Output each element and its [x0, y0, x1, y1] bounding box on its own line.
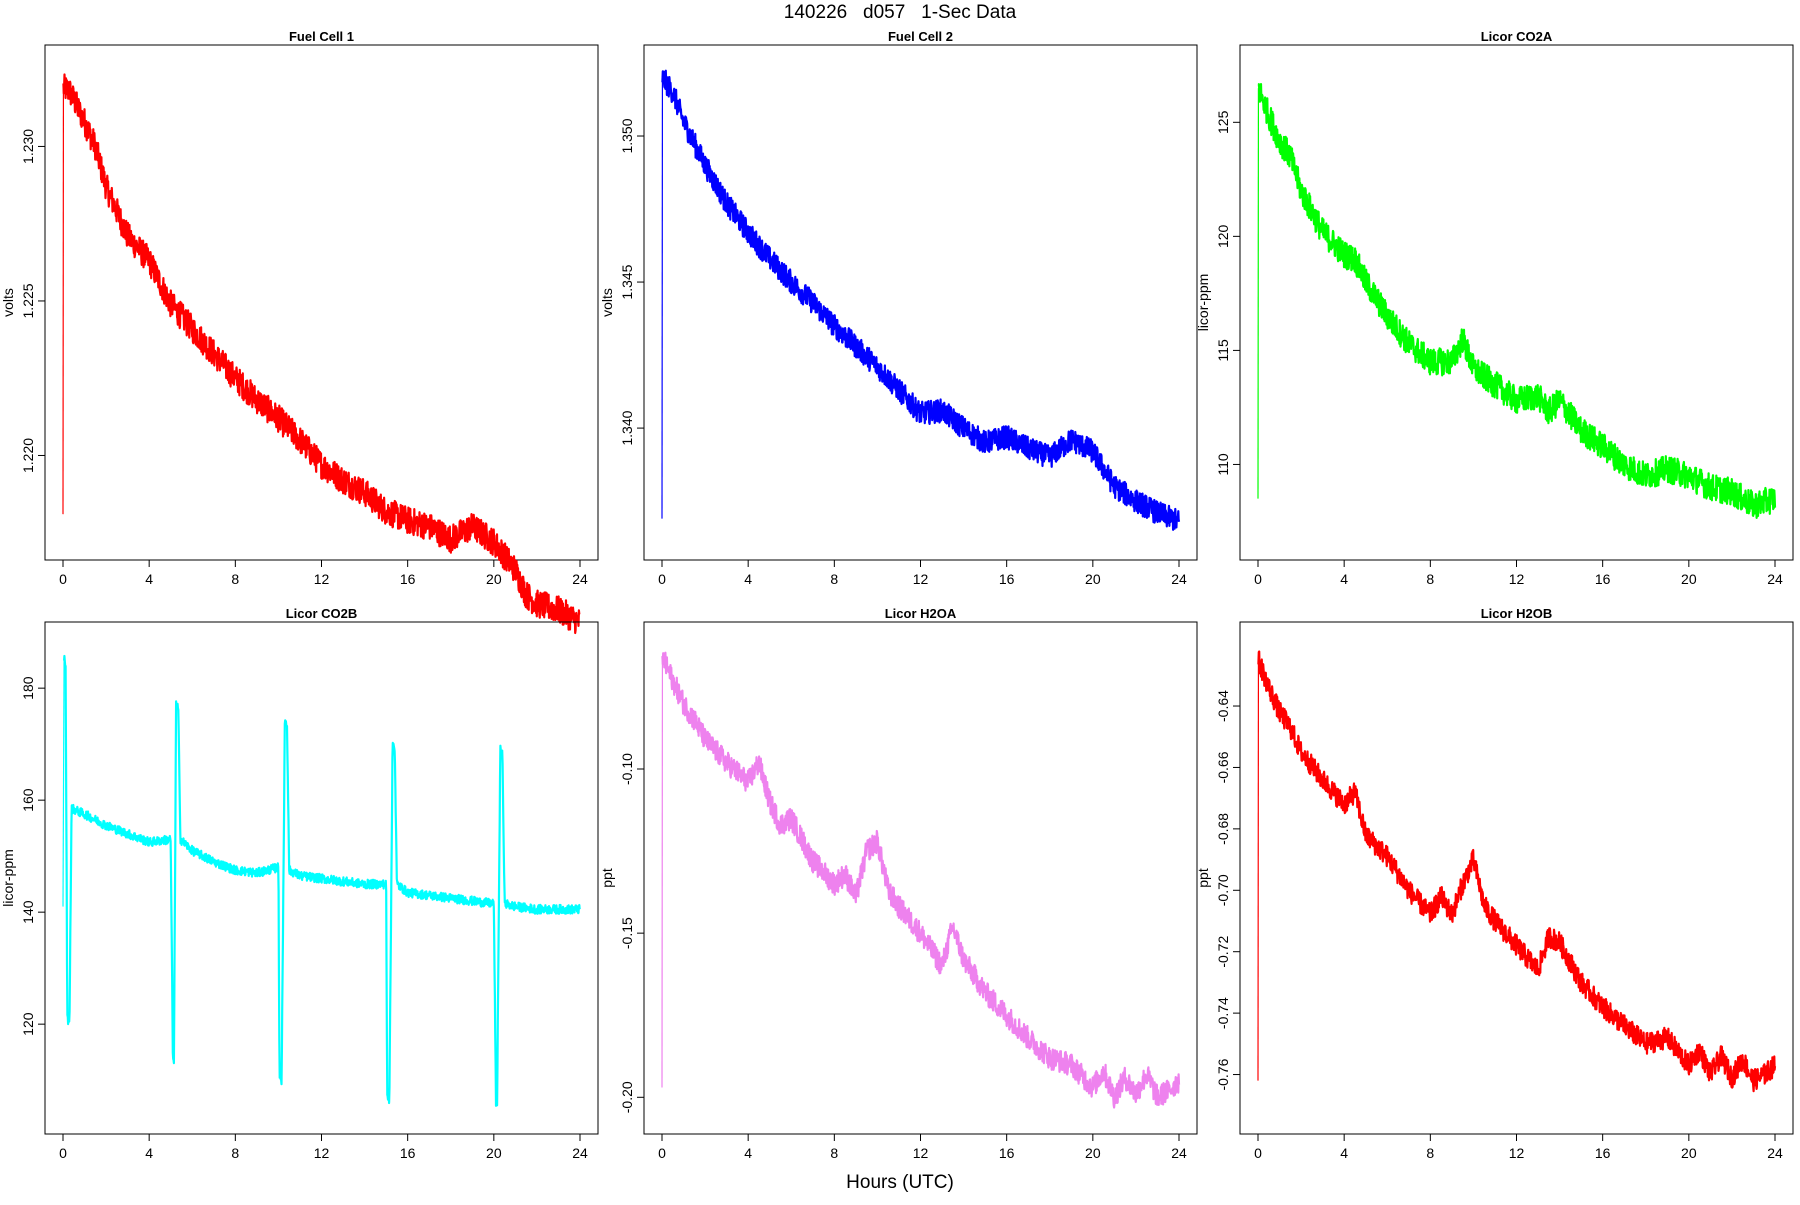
x-tick-label: 12	[1509, 1145, 1525, 1161]
x-tick-label: 16	[400, 1145, 416, 1161]
y-tick-label: 1.220	[20, 438, 36, 473]
y-tick-label: 180	[20, 676, 36, 700]
panel-title: Fuel Cell 2	[888, 29, 953, 44]
plot-frame	[644, 622, 1197, 1134]
y-tick-label: 110	[1215, 453, 1231, 476]
x-tick-label: 24	[1171, 1145, 1187, 1161]
x-tick-label: 24	[1171, 571, 1187, 587]
x-tick-label: 8	[830, 571, 838, 587]
series-line	[64, 656, 580, 1106]
series-line	[1258, 84, 1775, 518]
x-tick-label: 16	[1595, 1145, 1611, 1161]
x-tick-label: 16	[999, 571, 1015, 587]
x-tick-label: 0	[1254, 571, 1262, 587]
x-tick-label: 16	[1595, 571, 1611, 587]
y-tick-label: 140	[20, 900, 36, 924]
x-tick-label: 12	[913, 571, 929, 587]
x-tick-label: 12	[913, 1145, 929, 1161]
y-tick-label: -0.70	[1215, 874, 1231, 906]
plot-frame	[45, 45, 598, 560]
x-tick-label: 24	[572, 1145, 588, 1161]
y-tick-label: 1.230	[20, 129, 36, 164]
y-axis-label: volts	[0, 288, 16, 317]
panel-title: Licor H2OB	[1481, 606, 1553, 621]
x-tick-label: 0	[1254, 1145, 1262, 1161]
x-tick-label: 20	[1085, 1145, 1101, 1161]
x-tick-label: 4	[145, 571, 153, 587]
panel-6: Licor H2OB 0 4 8 12 16 20 24 -0.76 -0.74 -0.72 -0.7…	[1195, 606, 1793, 1161]
y-tick-label: -0.64	[1215, 690, 1231, 722]
x-tick-label: 20	[1085, 571, 1101, 587]
x-tick-label: 4	[1340, 1145, 1348, 1161]
x-tick-label: 0	[59, 1145, 67, 1161]
y-tick-label: 1.340	[619, 410, 635, 445]
plot-frame	[1240, 622, 1793, 1134]
panel-4: Licor CO2B 0 4 8 12 16 20 24 120 140 160 180 licor-p…	[0, 606, 598, 1161]
y-tick-label: 1.345	[619, 264, 635, 299]
x-tick-label: 8	[231, 571, 239, 587]
x-tick-label: 24	[1767, 571, 1783, 587]
y-tick-label: -0.20	[619, 1081, 635, 1113]
panel-title: Licor H2OA	[885, 606, 957, 621]
y-tick-label: -0.68	[1215, 813, 1231, 845]
x-tick-label: 8	[830, 1145, 838, 1161]
y-axis-label: ppt	[1195, 868, 1211, 888]
panel-2: Fuel Cell 2 0 4 8 12 16 20 24 1.340 1.345 1.350 vol…	[599, 29, 1197, 587]
panel-5: Licor H2OA 0 4 8 12 16 20 24 -0.20 -0.15 -0.10 ppt	[599, 606, 1197, 1161]
x-tick-label: 8	[1426, 571, 1434, 587]
series-line	[662, 653, 1179, 1108]
y-axis-label: licor-ppm	[1195, 274, 1211, 332]
panel-3: Licor CO2A 0 4 8 12 16 20 24 110 115 120 125 licor-p…	[1195, 29, 1793, 587]
x-tick-label: 20	[1681, 1145, 1697, 1161]
x-tick-label: 24	[572, 571, 588, 587]
y-tick-label: -0.72	[1215, 936, 1231, 968]
x-tick-label: 8	[231, 1145, 239, 1161]
x-tick-label: 0	[59, 571, 67, 587]
x-tick-label: 12	[314, 1145, 330, 1161]
x-tick-label: 12	[314, 571, 330, 587]
x-tick-label: 20	[486, 1145, 502, 1161]
y-tick-label: 1.225	[20, 283, 36, 318]
panel-title: Fuel Cell 1	[289, 29, 354, 44]
panel-title: Licor CO2B	[286, 606, 358, 621]
y-tick-label: -0.10	[619, 753, 635, 785]
y-tick-label: 120	[20, 1012, 36, 1036]
x-tick-label: 4	[744, 571, 752, 587]
x-tick-label: 8	[1426, 1145, 1434, 1161]
x-axis-label: Hours (UTC)	[0, 1172, 1800, 1194]
y-axis-label: ppt	[599, 868, 615, 888]
y-tick-label: -0.66	[1215, 751, 1231, 783]
y-tick-label: 115	[1215, 339, 1231, 362]
y-tick-label: -0.76	[1215, 1058, 1231, 1090]
y-tick-label: 120	[1215, 224, 1231, 248]
x-tick-label: 4	[744, 1145, 752, 1161]
series-line	[662, 71, 1179, 530]
figure-title: 140226 d057 1-Sec Data	[0, 2, 1800, 24]
x-tick-label: 4	[1340, 571, 1348, 587]
x-tick-label: 12	[1509, 571, 1525, 587]
y-tick-label: 125	[1215, 110, 1231, 134]
y-tick-label: -0.15	[619, 917, 635, 949]
y-axis-label: volts	[599, 288, 615, 317]
x-tick-label: 0	[658, 1145, 666, 1161]
x-tick-label: 16	[999, 1145, 1015, 1161]
series-line	[63, 75, 580, 634]
panel-title: Licor CO2A	[1481, 29, 1553, 44]
y-tick-label: 1.350	[619, 118, 635, 153]
x-tick-label: 24	[1767, 1145, 1783, 1161]
y-tick-label: 160	[20, 788, 36, 812]
panel-1: Fuel Cell 1 0 4 8 12 16 20 24 1.220 1.225 1.230 vol…	[0, 29, 598, 633]
x-tick-label: 20	[486, 571, 502, 587]
x-tick-label: 16	[400, 571, 416, 587]
y-axis-label: licor-ppm	[0, 849, 16, 907]
series-line	[1258, 652, 1775, 1092]
series-spike	[63, 657, 64, 906]
x-tick-label: 20	[1681, 571, 1697, 587]
y-tick-label: -0.74	[1215, 997, 1231, 1029]
x-tick-label: 4	[145, 1145, 153, 1161]
x-tick-label: 0	[658, 571, 666, 587]
